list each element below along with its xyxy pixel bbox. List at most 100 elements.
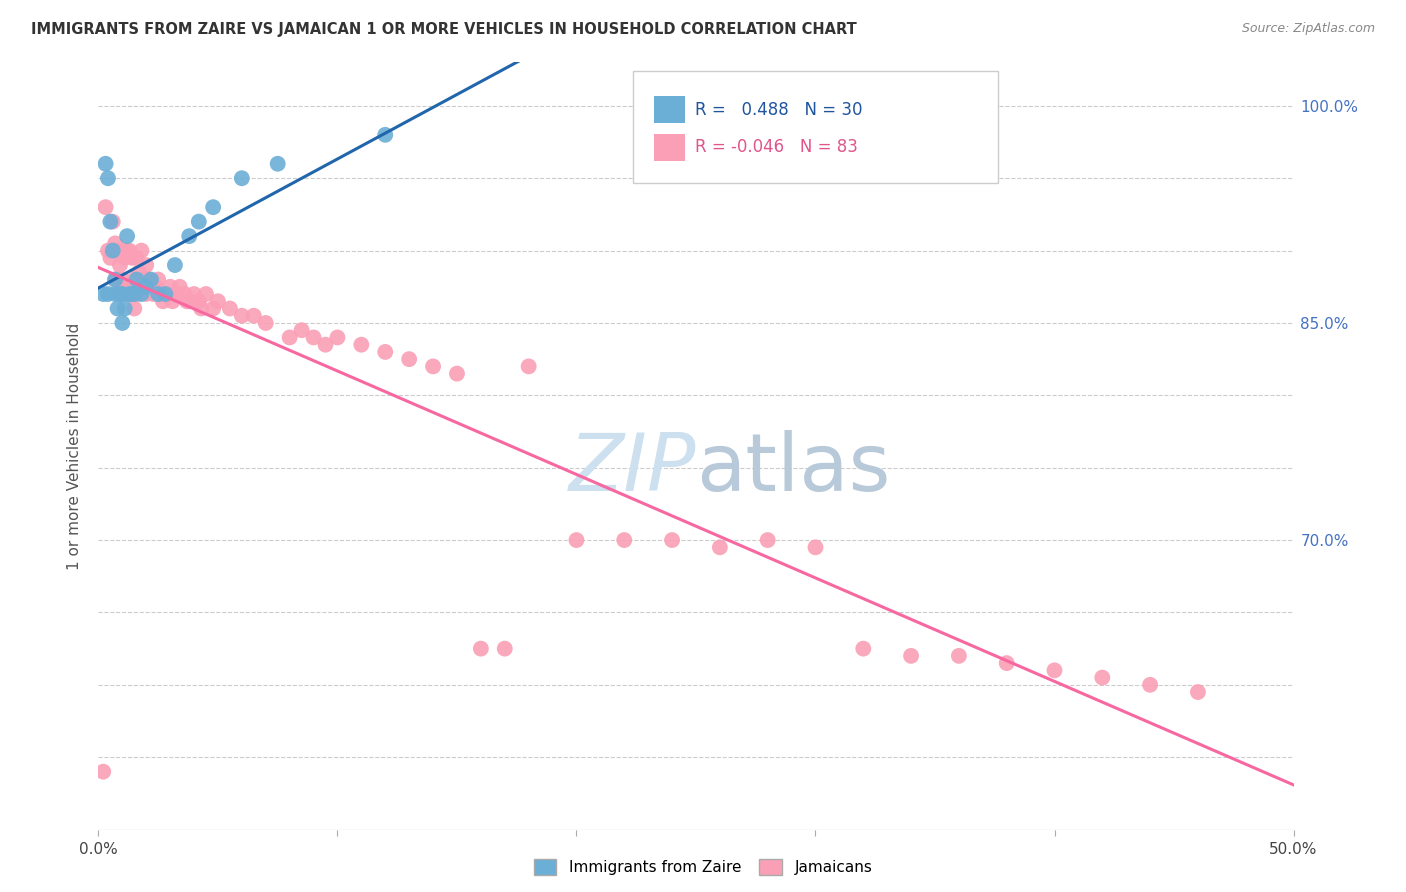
Point [91,764,114,779]
Point [155,287,177,301]
Point [207,294,229,309]
Point [155,287,177,301]
Point [142,287,165,301]
Point [163,287,186,301]
Point [1043,664,1066,678]
Point [104,287,127,301]
Point [995,656,1018,670]
Point [104,236,127,251]
Point [125,272,148,286]
Point [98,251,122,265]
Point [115,244,138,258]
Point [446,367,468,381]
Point [121,287,143,301]
Point [111,244,134,258]
Point [202,301,225,316]
Point [173,287,195,301]
Point [104,272,127,286]
Point [243,309,266,323]
Point [125,251,148,265]
Y-axis label: 1 or more Vehicles in Household: 1 or more Vehicles in Household [67,322,83,570]
Point [124,287,146,301]
Text: atlas: atlas [696,430,890,508]
Point [111,287,134,301]
Point [202,200,225,214]
Point [804,541,827,555]
Point [121,287,143,301]
Point [101,244,124,258]
Text: R =   0.488   N = 30: R = 0.488 N = 30 [695,101,862,119]
Point [114,301,136,316]
Point [756,533,779,547]
Point [148,272,170,286]
Point [121,251,143,265]
Point [302,330,325,344]
Point [278,330,301,344]
Point [1187,685,1209,699]
Point [139,280,162,294]
Point [900,648,922,663]
Point [118,280,141,294]
Point [135,287,157,301]
Point [91,287,114,301]
Point [374,128,396,142]
Point [152,294,174,309]
Point [107,301,129,316]
Point [190,301,212,316]
Point [149,287,172,301]
Point [470,641,492,656]
Point [125,287,148,301]
Point [135,258,157,272]
Point [114,280,136,294]
Point [195,287,218,301]
Point [111,272,134,286]
Point [231,171,253,186]
Point [183,287,205,301]
Point [374,345,396,359]
Point [169,280,191,294]
Point [118,244,141,258]
Point [94,157,117,171]
Point [115,229,138,244]
Point [104,272,127,286]
Point [101,214,124,228]
Text: ZIP: ZIP [568,430,696,508]
Point [254,316,277,330]
Point [114,251,136,265]
Point [852,641,875,656]
Point [135,280,157,294]
Point [108,287,131,301]
Point [97,171,120,186]
Point [163,258,186,272]
Point [128,265,150,279]
Legend: Immigrants from Zaire, Jamaicans: Immigrants from Zaire, Jamaicans [527,854,879,881]
Point [326,330,349,344]
Point [108,287,131,301]
Point [97,287,120,301]
Point [131,244,153,258]
Point [107,244,129,258]
Point [159,280,181,294]
Point [139,272,162,286]
Point [350,337,373,351]
Text: Source: ZipAtlas.com: Source: ZipAtlas.com [1241,22,1375,36]
Point [148,287,170,301]
Point [97,244,120,258]
Point [231,309,253,323]
Point [565,533,588,547]
Point [111,316,134,330]
Text: R = -0.046   N = 83: R = -0.046 N = 83 [695,138,858,156]
Point [176,294,198,309]
Point [315,337,337,351]
Point [131,287,153,301]
Point [166,287,188,301]
Point [94,200,117,214]
Point [291,323,314,337]
Point [124,301,146,316]
Text: IMMIGRANTS FROM ZAIRE VS JAMAICAN 1 OR MORE VEHICLES IN HOUSEHOLD CORRELATION CH: IMMIGRANTS FROM ZAIRE VS JAMAICAN 1 OR M… [31,22,856,37]
Point [661,533,683,547]
Point [948,648,970,663]
Point [1139,678,1161,692]
Point [517,359,540,374]
Point [115,287,138,301]
